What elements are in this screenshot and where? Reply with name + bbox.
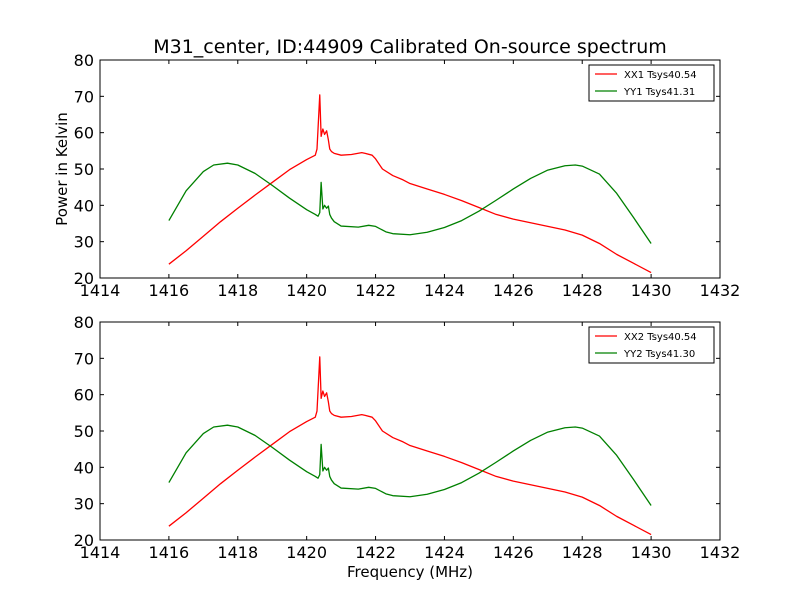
top-series-1-line [168,94,652,274]
bottom-x-tick-label: 1418 [217,543,258,562]
bottom-x-tick-label: 1426 [493,543,534,562]
top-x-tick-label: 1432 [700,281,741,300]
top-legend: XX1 Tsys40.54 YY1 Tsys41.31 [588,64,715,102]
top-series-group [168,94,652,274]
figure-title: M31_center, ID:44909 Calibrated On-sourc… [153,36,667,58]
top-x-tick-label: 1424 [424,281,465,300]
top-legend-box [588,64,715,102]
top-x-tick-label: 1428 [562,281,603,300]
top-y-tick-label: 80 [74,51,94,70]
bottom-legend: XX2 Tsys40.54 YY2 Tsys41.30 [588,326,715,364]
bottom-y-tick-label: 30 [74,495,94,514]
bottom-series-2-line [168,424,652,506]
bottom-subplot: 1414 1416 1418 1420 1422 1424 1426 1428 1430 1432… [74,313,741,562]
top-x-tick-label: 1422 [355,281,396,300]
bottom-x-tick-label: 1430 [631,543,672,562]
top-y-tick-label: 20 [74,269,94,288]
top-x-tick-label: 1420 [286,281,327,300]
top-legend-label-1: XX1 Tsys40.54 [624,70,697,81]
bottom-y-tick-label: 40 [74,458,94,477]
bottom-y-tick-label: 60 [74,386,94,405]
top-legend-label-2: YY1 Tsys41.31 [623,87,695,98]
bottom-x-tick-label: 1424 [424,543,465,562]
top-y-tick-label: 70 [74,87,94,106]
bottom-legend-box [588,326,715,364]
top-y-tick-label: 40 [74,196,94,215]
bottom-y-tick-label: 70 [74,349,94,368]
top-y-tick-label: 60 [74,124,94,143]
bottom-x-tick-label: 1428 [562,543,603,562]
top-subplot: 1414 1416 1418 1420 1422 1424 1426 1428 1430 1432… [53,51,740,300]
bottom-legend-label-2: YY2 Tsys41.30 [623,349,695,360]
bottom-y-tick-label: 50 [74,422,94,441]
bottom-series-1-line [168,356,652,536]
bottom-y-tick-label: 20 [74,531,94,550]
x-axis-label: Frequency (MHz) [347,563,473,581]
top-y-tick-label: 30 [74,233,94,252]
bottom-x-tick-label: 1414 [80,543,121,562]
top-y-tick-label: 50 [74,160,94,179]
bottom-x-tick-label: 1420 [286,543,327,562]
top-y-axis-label: Power in Kelvin [53,112,71,226]
top-x-tick-label: 1430 [631,281,672,300]
top-x-tick-label: 1416 [149,281,190,300]
top-x-tick-label: 1418 [217,281,258,300]
bottom-y-tick-label: 80 [74,313,94,332]
bottom-x-tick-label: 1432 [700,543,741,562]
bottom-series-group [168,356,652,536]
bottom-legend-label-1: XX2 Tsys40.54 [624,332,697,343]
bottom-x-tick-label: 1422 [355,543,396,562]
top-x-tick-label: 1426 [493,281,534,300]
top-series-2-line [168,162,652,244]
top-x-tick-label: 1414 [80,281,121,300]
bottom-x-tick-label: 1416 [149,543,190,562]
